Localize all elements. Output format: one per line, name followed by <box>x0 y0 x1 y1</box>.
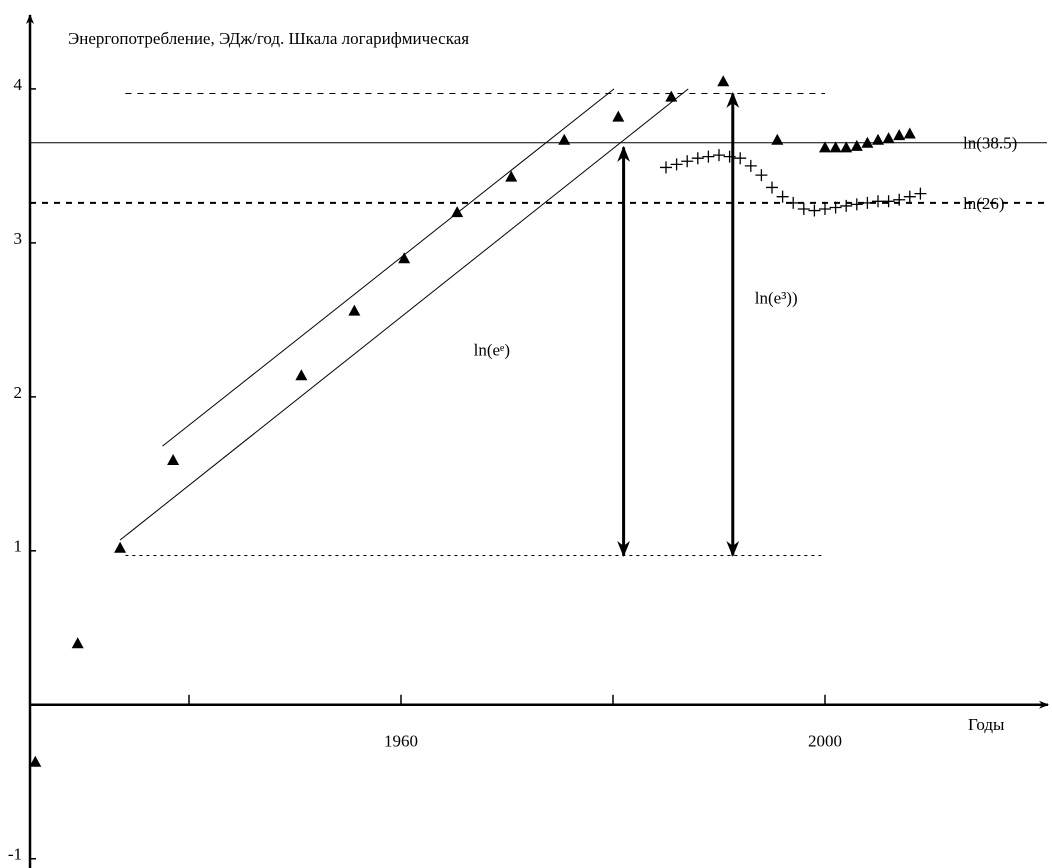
x-axis-label: Годы <box>968 715 1005 734</box>
triangle-point <box>717 75 730 87</box>
plus-point <box>914 187 927 200</box>
triangle-point <box>819 141 831 153</box>
triangle-point <box>829 141 842 153</box>
plus-point <box>903 190 916 203</box>
plus-point <box>766 181 778 194</box>
plus-point <box>808 204 821 217</box>
triangle-point <box>872 133 884 145</box>
plus-point <box>861 196 874 209</box>
plus-point <box>755 169 768 182</box>
plus-point <box>681 155 694 168</box>
plus-point <box>872 195 884 208</box>
triangle-point <box>398 252 411 264</box>
y-tick-label: 4 <box>14 75 23 94</box>
triangle-point <box>29 755 42 767</box>
y-tick-label: 3 <box>14 229 23 248</box>
triangle-point <box>882 132 895 144</box>
arrow-label: ln(eᵉ) <box>474 340 510 359</box>
triangle-point <box>771 133 784 145</box>
plus-point <box>691 152 704 165</box>
y-tick-label: -1 <box>8 845 22 864</box>
triangle-point <box>558 133 571 145</box>
triangle-point <box>348 304 361 316</box>
x-tick-label: 1960 <box>384 732 418 751</box>
chart-title: Энергопотребление, ЭДж/год. Шкала логари… <box>68 29 469 48</box>
guide-line <box>162 88 615 447</box>
y-tick-label: 2 <box>14 383 23 402</box>
triangle-point <box>167 453 180 465</box>
plus-point <box>723 150 736 163</box>
x-tick-label: 2000 <box>808 732 842 751</box>
plus-point <box>819 203 831 216</box>
triangle-point <box>850 139 863 151</box>
plus-point <box>776 190 789 203</box>
plus-point <box>787 196 800 209</box>
triangle-point <box>893 129 906 141</box>
y-tick-label: 1 <box>14 537 23 556</box>
arrow-label: ln(e³)) <box>755 288 798 307</box>
plus-point <box>829 201 842 214</box>
triangle-point <box>505 170 518 182</box>
guide-line <box>119 88 689 541</box>
plus-point <box>713 149 725 162</box>
plus-point <box>882 195 895 208</box>
triangle-point <box>451 206 464 218</box>
triangle-point <box>71 637 84 649</box>
plus-point <box>670 158 683 171</box>
plus-point <box>840 199 853 212</box>
triangle-point <box>295 369 308 381</box>
triangle-point <box>665 90 678 102</box>
triangle-point <box>840 141 853 153</box>
plus-point <box>702 150 715 163</box>
reference-label: ln(38.5) <box>963 134 1017 153</box>
triangle-point <box>612 110 625 122</box>
triangle-point <box>114 541 127 553</box>
plus-point <box>734 152 747 165</box>
triangle-point <box>903 127 916 139</box>
plus-point <box>850 198 863 211</box>
plus-point <box>660 161 672 174</box>
plus-point <box>744 159 757 172</box>
triangle-point <box>861 136 874 148</box>
plus-point <box>893 193 906 206</box>
plus-point <box>797 203 810 216</box>
reference-label: ln(26) <box>963 194 1005 213</box>
